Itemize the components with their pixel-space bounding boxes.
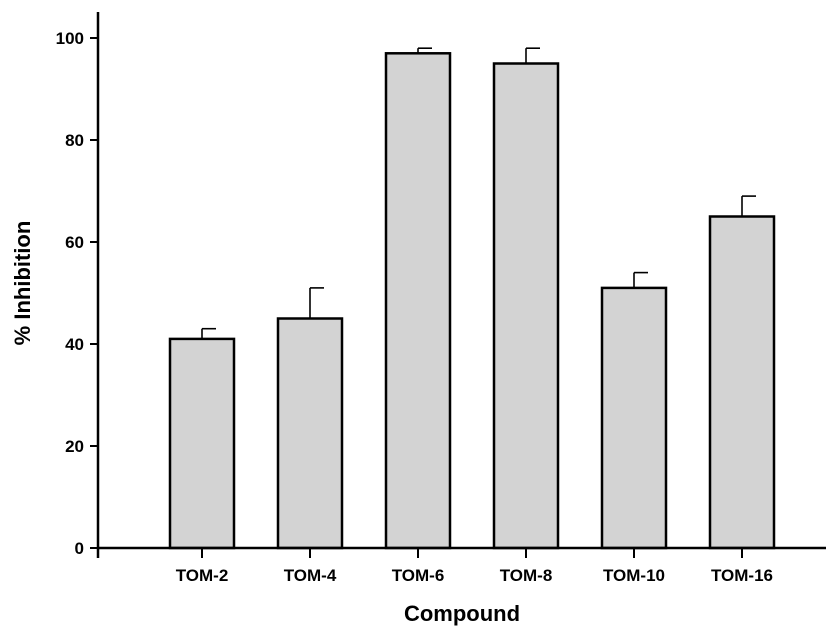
bar-tom-2: [168, 337, 236, 550]
y-tick-label: 60: [65, 233, 84, 252]
x-tick-label: TOM-4: [284, 566, 337, 585]
bars-layer: [168, 52, 776, 550]
x-tick-label: TOM-8: [500, 566, 553, 585]
x-tick-label: TOM-16: [711, 566, 773, 585]
y-tick-label: 80: [65, 131, 84, 150]
x-tick-label: TOM-6: [392, 566, 445, 585]
y-axis-title: % Inhibition: [10, 221, 35, 346]
y-tick-label: 100: [56, 29, 84, 48]
x-tick-label: TOM-10: [603, 566, 665, 585]
bar-tom-10: [600, 286, 668, 550]
bar-tom-6: [384, 52, 452, 550]
bar-tom-4: [276, 317, 344, 550]
y-tick-label: 0: [75, 539, 84, 558]
x-axis-title: Compound: [404, 601, 520, 626]
error-bars-layer: [201, 47, 756, 339]
bar-tom-8: [492, 62, 560, 550]
y-ticks: 0 20 40 60 80 100: [56, 29, 98, 558]
x-ticks: TOM-2 TOM-4 TOM-6 TOM-8 TOM-10 TOM-16: [176, 548, 773, 585]
y-tick-label: 20: [65, 437, 84, 456]
y-tick-label: 40: [65, 335, 84, 354]
bar-tom-16: [708, 215, 776, 550]
x-tick-label: TOM-2: [176, 566, 229, 585]
